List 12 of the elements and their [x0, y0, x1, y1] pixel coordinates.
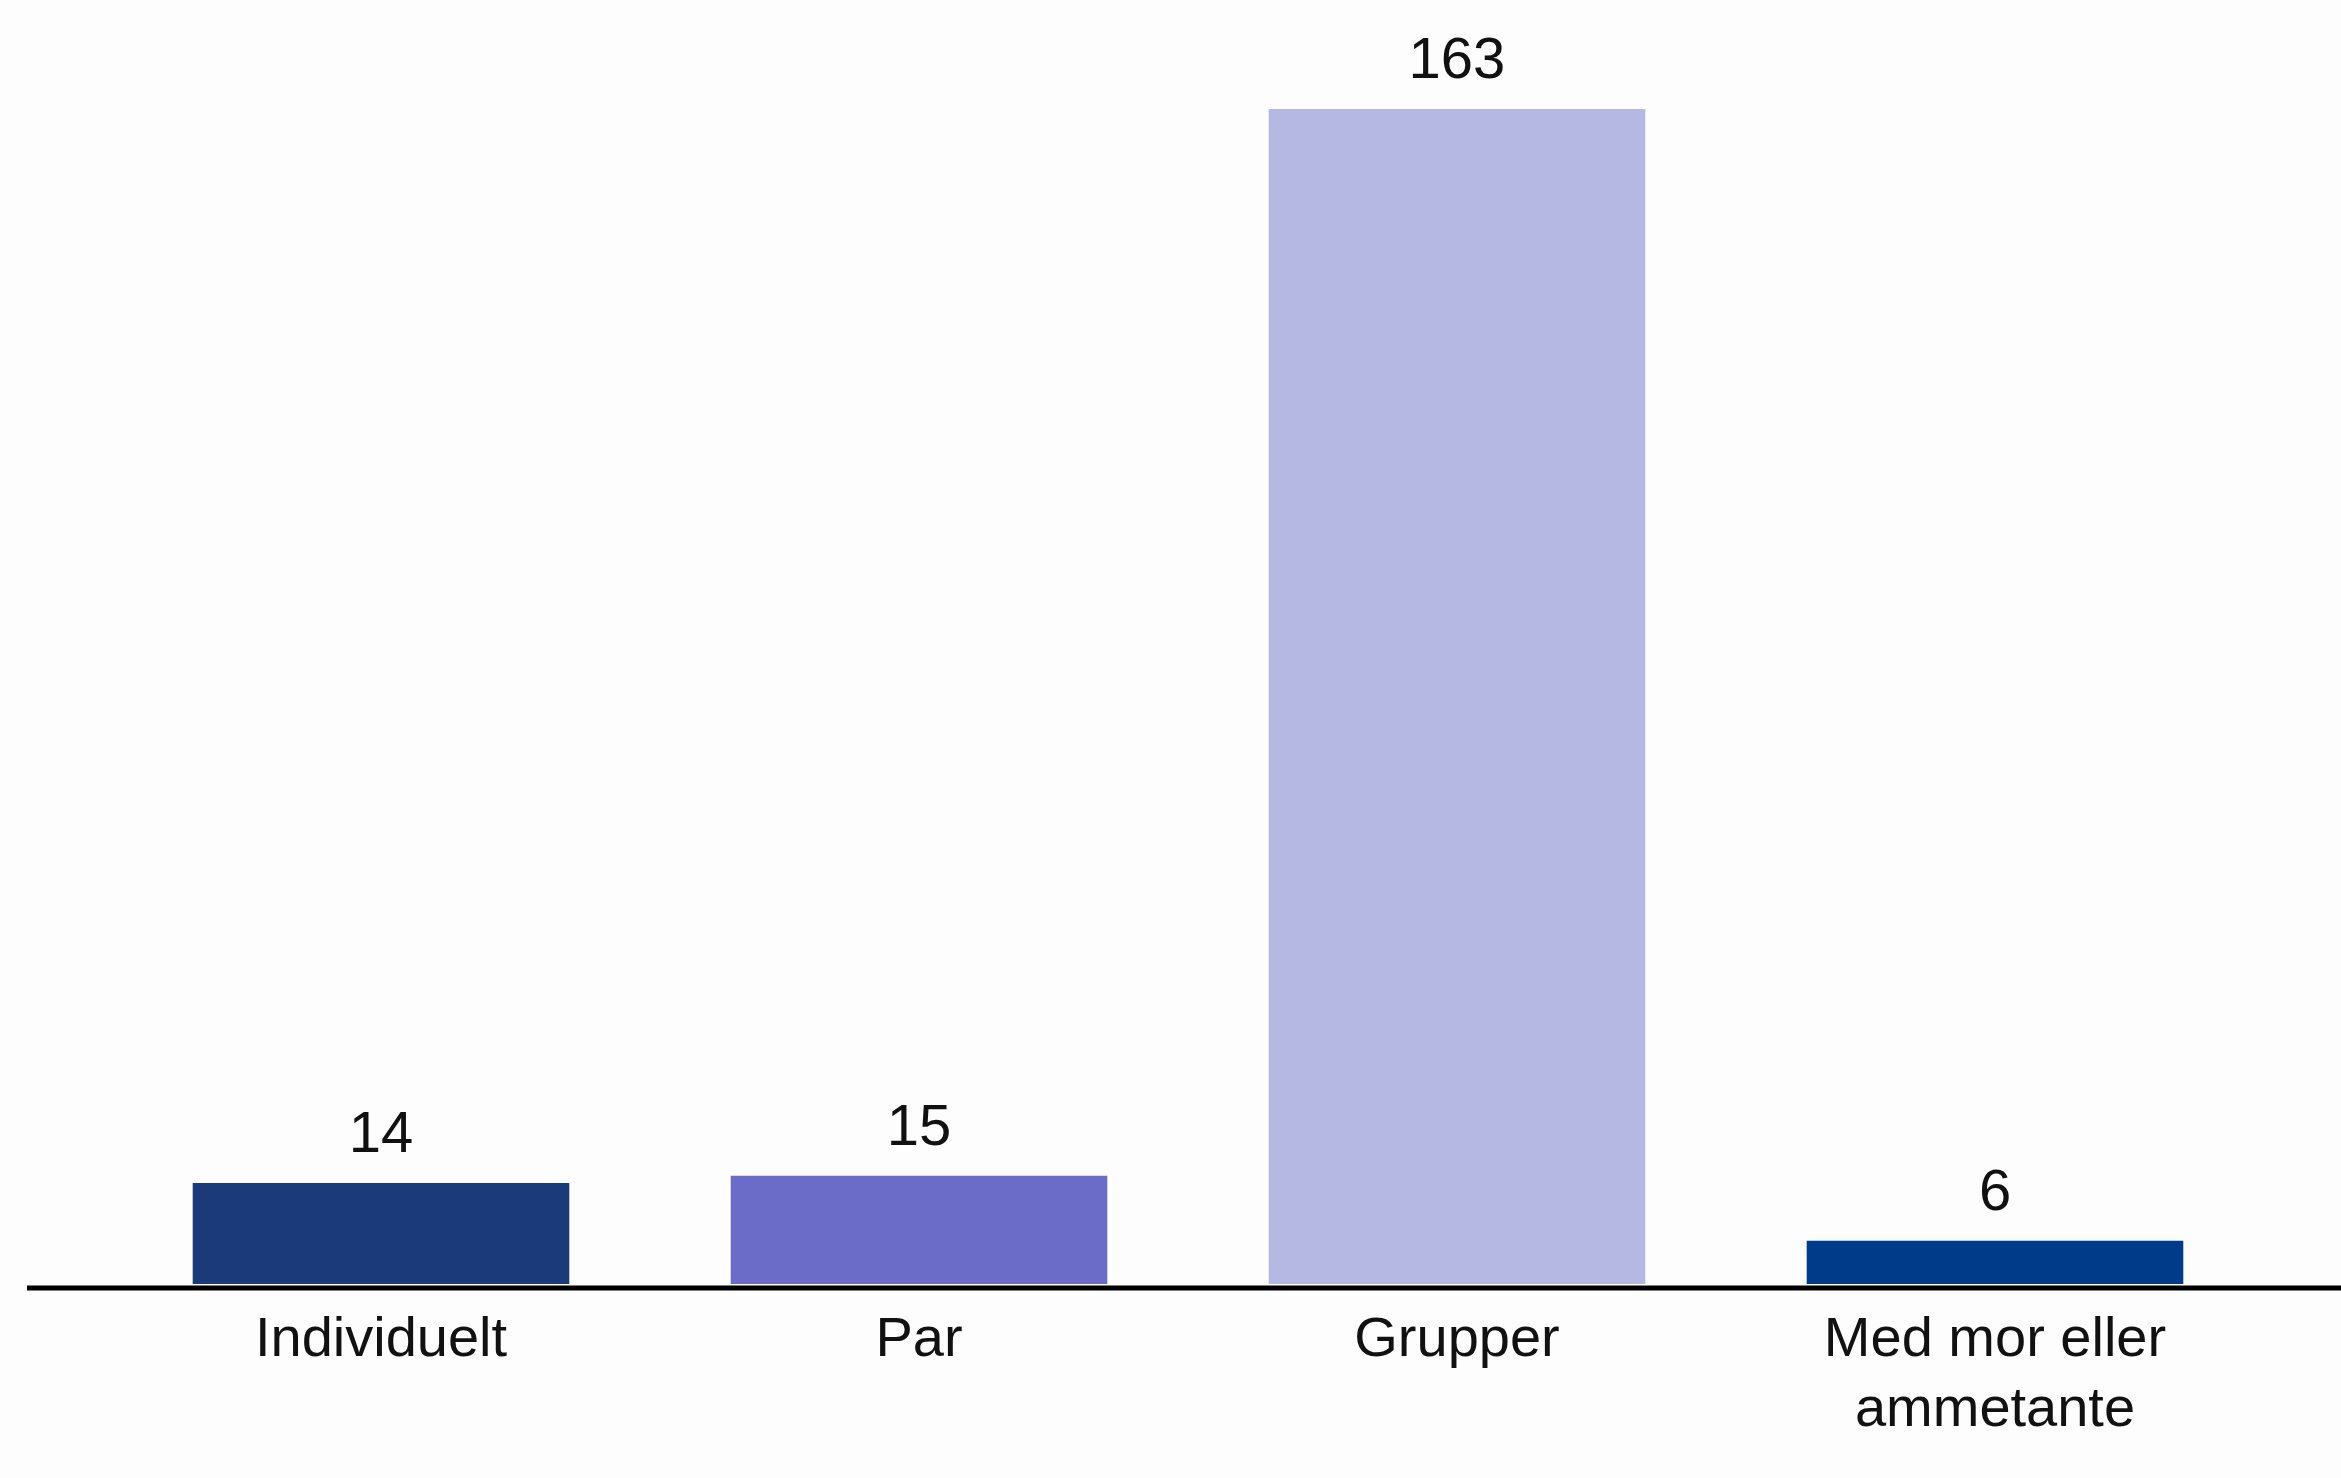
x-tick-label: Individuelt [254, 1305, 508, 1369]
data-label: 15 [886, 1091, 952, 1157]
bar [1806, 1240, 2184, 1284]
x-tick-label: Par [875, 1305, 963, 1369]
bar [1268, 109, 1646, 1284]
bar [192, 1183, 570, 1284]
x-tick-label: Grupper [1354, 1305, 1560, 1369]
x-tick-label: Med mor eller ammetante [1823, 1305, 2167, 1439]
data-label: 163 [1408, 25, 1506, 90]
bar [730, 1175, 1108, 1284]
data-label: 6 [1978, 1156, 2012, 1222]
data-label: 14 [348, 1099, 414, 1165]
